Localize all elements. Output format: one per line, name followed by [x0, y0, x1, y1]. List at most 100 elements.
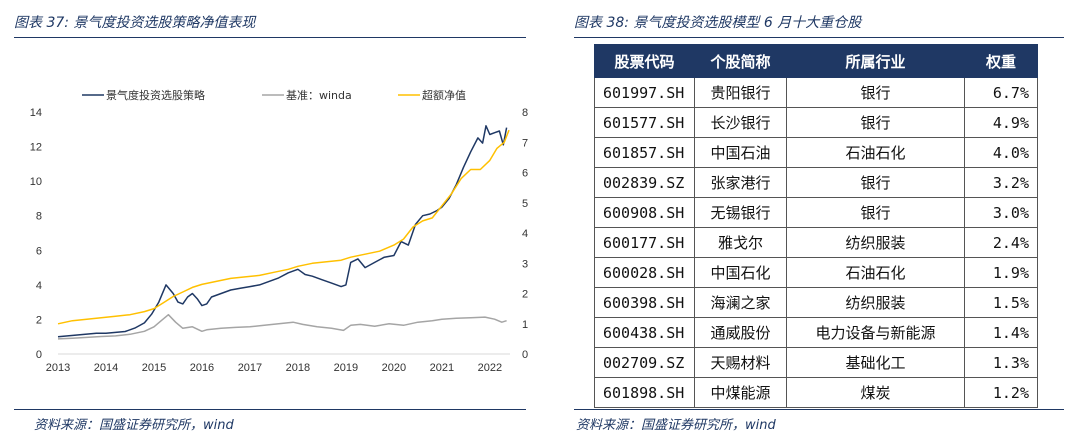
table-cell-name: 长沙银行 — [694, 107, 787, 138]
table-header-cell: 股票代码 — [594, 44, 695, 78]
table-cell-name: 贵阳银行 — [694, 77, 787, 108]
table-cell-code: 002839.SZ — [594, 167, 695, 198]
table-cell-code: 601898.SH — [594, 377, 695, 408]
x-tick-label: 2016 — [190, 362, 214, 374]
table-cell-code: 601997.SH — [594, 77, 695, 108]
y-left-tick-label: 2 — [36, 314, 42, 326]
series-line-1 — [57, 313, 507, 340]
y-right-tick-label: 2 — [522, 289, 528, 301]
table-cell-name: 张家港行 — [694, 167, 787, 198]
x-tick-label: 2022 — [478, 362, 502, 374]
table-cell-code: 600438.SH — [594, 317, 695, 348]
x-tick-label: 2018 — [286, 362, 310, 374]
table-cell-name: 海澜之家 — [694, 287, 787, 318]
table-row: 600177.SH 雅戈尔 纺织服装 2.4% — [594, 227, 1038, 258]
table-row: 601898.SH 中煤能源 煤炭 1.2% — [594, 377, 1038, 408]
right-bottom-rule — [574, 409, 1064, 410]
x-tick-label: 2014 — [94, 362, 118, 374]
table-cell-industry: 银行 — [786, 197, 965, 228]
net-value-chart: 2013 2014 2015 2016 2017 2018 2019 2020 2021 2022… — [30, 88, 528, 374]
table-cell-industry: 电力设备与新能源 — [786, 317, 965, 348]
table-row: 600028.SH 中国石化 石油石化 1.9% — [594, 257, 1038, 288]
y-left-tick-label: 8 — [36, 211, 42, 223]
table-cell-weight: 1.3% — [964, 347, 1038, 378]
table-cell-name: 雅戈尔 — [694, 227, 787, 258]
table-header-cell: 权重 — [964, 44, 1038, 78]
table-cell-industry: 石油石化 — [786, 257, 965, 288]
table-cell-industry: 纺织服装 — [786, 287, 965, 318]
x-tick-label: 2021 — [430, 362, 454, 374]
table-row: 600438.SH 通威股份 电力设备与新能源 1.4% — [594, 317, 1038, 348]
table-row: 601857.SH 中国石油 石油石化 4.0% — [594, 137, 1038, 168]
y-right-tick-label: 8 — [522, 107, 528, 119]
left-title-rule — [14, 37, 526, 38]
right-title-rule — [574, 37, 1064, 38]
table-row: 002839.SZ 张家港行 银行 3.2% — [594, 167, 1038, 198]
table-cell-industry: 银行 — [786, 77, 965, 108]
table-cell-name: 无锡银行 — [694, 197, 787, 228]
table-cell-weight: 1.2% — [964, 377, 1038, 408]
legend-label-2: 超额净值 — [422, 88, 466, 102]
table-cell-code: 601857.SH — [594, 137, 695, 168]
table-row: 601997.SH 贵阳银行 银行 6.7% — [594, 77, 1038, 108]
table-cell-industry: 纺织服装 — [786, 227, 965, 258]
y-right-tick-label: 3 — [522, 258, 528, 270]
x-tick-label: 2020 — [382, 362, 406, 374]
table-cell-weight: 4.0% — [964, 137, 1038, 168]
table-cell-weight: 1.9% — [964, 257, 1038, 288]
table-row: 600398.SH 海澜之家 纺织服装 1.5% — [594, 287, 1038, 318]
right-figure-title: 图表 38: 景气度投资选股模型 6 月十大重仓股 — [574, 15, 862, 31]
y-left-tick-label: 0 — [36, 349, 42, 361]
table-cell-code: 601577.SH — [594, 107, 695, 138]
top-holdings-table: 股票代码 个股简称 所属行业 权重 601997.SH 贵阳银行 银行 6.7% 601577… — [594, 44, 1038, 408]
table-cell-weight: 3.0% — [964, 197, 1038, 228]
table-cell-code: 600908.SH — [594, 197, 695, 228]
table-header-row: 股票代码 个股简称 所属行业 权重 — [594, 44, 1038, 78]
x-tick-label: 2019 — [334, 362, 358, 374]
table-cell-industry: 银行 — [786, 167, 965, 198]
y-right-tick-label: 4 — [522, 228, 528, 240]
right-source-note: 资料来源：国盛证券研究所，wind — [576, 418, 776, 433]
y-left-tick-label: 6 — [36, 245, 42, 257]
table-cell-weight: 2.4% — [964, 227, 1038, 258]
table-cell-weight: 1.4% — [964, 317, 1038, 348]
table-cell-code: 600028.SH — [594, 257, 695, 288]
table-cell-name: 中国石化 — [694, 257, 787, 288]
y-right-tick-label: 7 — [522, 137, 528, 149]
table-cell-weight: 4.9% — [964, 107, 1038, 138]
y-right-tick-label: 0 — [522, 349, 528, 361]
table-cell-industry: 银行 — [786, 107, 965, 138]
legend-label-0: 景气度投资选股策略 — [106, 88, 205, 102]
y-left-tick-label: 14 — [30, 107, 42, 119]
table-cell-name: 中煤能源 — [694, 377, 787, 408]
y-right-tick-label: 1 — [522, 319, 528, 331]
table-cell-name: 通威股份 — [694, 317, 787, 348]
x-tick-label: 2017 — [238, 362, 262, 374]
table-cell-industry: 煤炭 — [786, 377, 965, 408]
table-cell-weight: 1.5% — [964, 287, 1038, 318]
y-right-tick-label: 6 — [522, 168, 528, 180]
y-right-tick-label: 5 — [522, 198, 528, 210]
y-left-tick-label: 10 — [30, 176, 42, 188]
table-cell-name: 天赐材料 — [694, 347, 787, 378]
y-left-tick-label: 12 — [30, 142, 42, 154]
table-cell-code: 600177.SH — [594, 227, 695, 258]
table-cell-industry: 石油石化 — [786, 137, 965, 168]
table-cell-industry: 基础化工 — [786, 347, 965, 378]
table-row: 002709.SZ 天赐材料 基础化工 1.3% — [594, 347, 1038, 378]
x-tick-label: 2015 — [142, 362, 166, 374]
y-left-tick-label: 4 — [36, 280, 42, 292]
table-header-cell: 所属行业 — [786, 44, 965, 78]
table-header-cell: 个股简称 — [694, 44, 787, 78]
table-cell-weight: 3.2% — [964, 167, 1038, 198]
series-line-0 — [57, 125, 508, 338]
table-cell-weight: 6.7% — [964, 77, 1038, 108]
table-row: 601577.SH 长沙银行 银行 4.9% — [594, 107, 1038, 138]
series-line-2 — [57, 129, 510, 325]
x-tick-label: 2013 — [46, 362, 70, 374]
table-row: 600908.SH 无锡银行 银行 3.0% — [594, 197, 1038, 228]
left-figure-title: 图表 37: 景气度投资选股策略净值表现 — [14, 15, 256, 31]
left-source-note: 资料来源：国盛证券研究所，wind — [34, 418, 234, 433]
legend-label-1: 基准：winda — [286, 89, 352, 102]
left-bottom-rule — [14, 409, 526, 410]
